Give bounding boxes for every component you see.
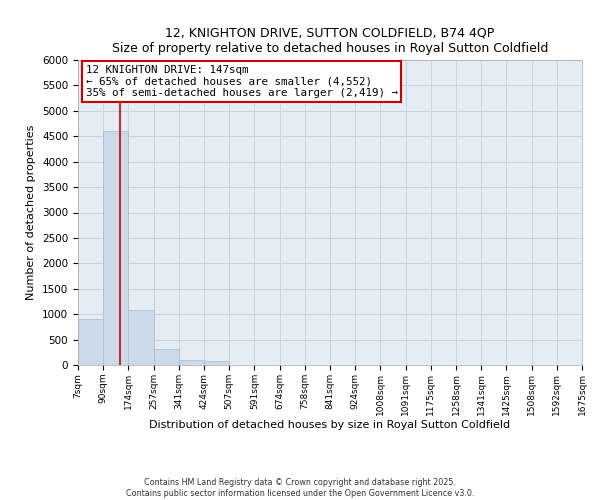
- Y-axis label: Number of detached properties: Number of detached properties: [26, 125, 37, 300]
- Title: 12, KNIGHTON DRIVE, SUTTON COLDFIELD, B74 4QP
Size of property relative to detac: 12, KNIGHTON DRIVE, SUTTON COLDFIELD, B7…: [112, 26, 548, 54]
- Bar: [78, 320, 103, 365]
- Bar: [179, 360, 204, 365]
- Bar: [154, 349, 179, 365]
- Bar: [204, 362, 229, 365]
- Text: 12 KNIGHTON DRIVE: 147sqm
← 65% of detached houses are smaller (4,552)
35% of se: 12 KNIGHTON DRIVE: 147sqm ← 65% of detac…: [86, 64, 398, 98]
- Bar: [103, 131, 128, 365]
- Bar: [128, 310, 154, 365]
- Text: Contains HM Land Registry data © Crown copyright and database right 2025.
Contai: Contains HM Land Registry data © Crown c…: [126, 478, 474, 498]
- X-axis label: Distribution of detached houses by size in Royal Sutton Coldfield: Distribution of detached houses by size …: [149, 420, 511, 430]
